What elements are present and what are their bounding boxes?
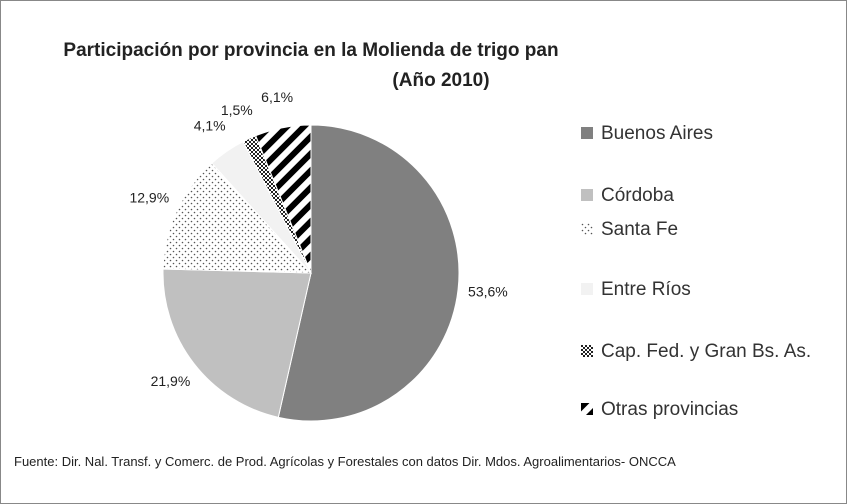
legend-entry: Santa Fe [581,215,831,245]
legend-entry: Buenos Aires [581,119,831,149]
legend-swatch-fill [581,403,593,415]
legend-swatch-fill [581,189,593,201]
chart-subtitle: (Año 2010) [392,70,489,91]
chart-title: Participación por provincia en la Molien… [63,40,558,61]
legend-swatch [581,283,593,295]
legend-label: Córdoba [601,185,674,206]
data-label: 12,9% [129,189,169,205]
legend-swatch [581,127,593,139]
pie-slice [277,124,460,422]
legend-swatch [581,189,593,201]
data-label: 1,5% [221,102,253,118]
legend-entry: Otras provincias [581,395,831,425]
legend-swatch [581,223,593,235]
legend-swatch-fill [581,127,593,139]
legend-entry: Córdoba [581,181,831,211]
source-note: Fuente: Dir. Nal. Transf. y Comerc. de P… [14,454,676,469]
legend-label: Santa Fe [601,219,679,240]
legend-swatch [581,345,593,357]
legend-label: Cap. Fed. y Gran Bs. As. [601,341,812,362]
legend-swatch-fill [581,283,593,295]
legend-entry: Entre Ríos [581,275,831,305]
pie-slice [162,268,312,418]
data-label: 21,9% [151,373,191,389]
data-label: 6,1% [261,89,293,105]
legend-swatch-fill [581,223,593,235]
legend-label: Otras provincias [601,399,739,420]
pie-slice [162,162,313,274]
data-label: 4,1% [194,117,226,133]
legend-swatch [581,403,593,415]
legend-label: Buenos Aires [601,123,713,144]
legend-swatch-fill [581,345,593,357]
legend-entry: Cap. Fed. y Gran Bs. As. [581,337,831,367]
legend-label: Entre Ríos [601,279,691,300]
data-label: 53,6% [468,283,508,299]
pie-slice [255,124,312,274]
